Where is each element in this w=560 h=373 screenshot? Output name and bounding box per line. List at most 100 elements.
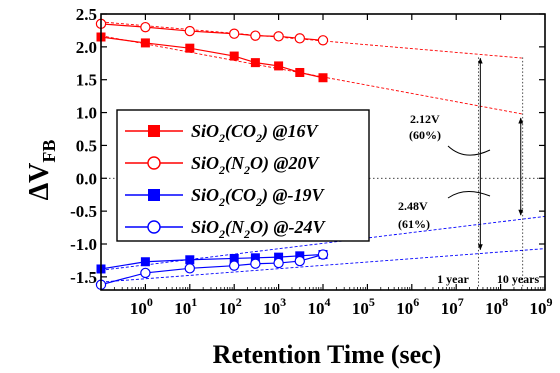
series-2-point: [250, 30, 261, 41]
y-tick-label: 1.5: [76, 71, 97, 90]
x-tick-base: 10: [352, 299, 369, 318]
y-tick-label: 2.0: [76, 38, 97, 57]
guide-lines: [101, 57, 545, 288]
ten-years-label: 10 years: [497, 272, 540, 286]
legend-label-part: SiO: [191, 185, 219, 205]
legend-label-part: O) @-24V: [250, 217, 326, 238]
series-3-point: [185, 255, 195, 265]
series-1-point: [140, 38, 150, 48]
fit-lines: [100, 21, 546, 283]
annotations: 2.12V (60%) 2.48V (61%) 1 year 10 years: [398, 112, 539, 286]
y-tick-label: -0.5: [70, 202, 97, 221]
x-tick-exp: 7: [458, 295, 464, 309]
series-2-point: [273, 31, 284, 42]
series-3-point: [274, 252, 284, 262]
x-tick-label: 108: [485, 295, 508, 318]
x-tick-label: 100: [130, 295, 153, 318]
legend-label-subscript: 2: [218, 163, 225, 177]
y-tick-label: 2.5: [76, 5, 97, 24]
legend-label-subscript: 2: [218, 227, 225, 241]
x-tick-base: 10: [130, 299, 147, 318]
series-1-point: [229, 51, 239, 61]
series-2-point: [184, 25, 195, 37]
y-tick-label: 0.0: [76, 169, 97, 188]
y-axis-title-text: ΔVFB: [24, 140, 59, 201]
series-2-point: [140, 21, 151, 33]
red-window-pointer: [447, 145, 491, 156]
x-axis-title: Retention Time (sec): [213, 340, 442, 369]
x-tick-label: 105: [352, 295, 375, 318]
one-year-label: 1 year: [437, 272, 469, 286]
x-tick-exp: 8: [502, 295, 508, 309]
legend-label-subscript: 2: [218, 131, 225, 145]
y-tick-label: -1.5: [70, 268, 97, 287]
x-tick-base: 10: [219, 299, 236, 318]
legend-label-subscript: 2: [243, 163, 250, 177]
legend-marker: [147, 220, 161, 234]
x-tick-base: 10: [441, 299, 458, 318]
x-tick-exp: 0: [147, 295, 153, 309]
x-tick-base: 10: [396, 299, 413, 318]
x-tick-label: 104: [308, 295, 331, 318]
fit-line-1: [100, 35, 522, 115]
legend-label-subscript: 2: [255, 195, 262, 209]
legend-entry-3: SiO2(CO2) @-19V: [125, 185, 325, 209]
series-1-point: [295, 67, 305, 77]
series-1: [96, 32, 328, 83]
legend-label-part: (N: [225, 217, 245, 238]
blue-window-pointer: [447, 191, 491, 199]
legend-label-subscript: 2: [243, 227, 250, 241]
series-3-point: [140, 257, 150, 267]
legend-label-part: O) @20V: [250, 153, 320, 174]
legend-label-part: (CO: [225, 185, 256, 206]
series-4: [95, 249, 329, 290]
legend-label-part: SiO: [191, 153, 219, 173]
red-window-percent: (60%): [409, 128, 441, 142]
series-1-point: [185, 43, 195, 53]
legend-label: SiO2(N2O) @-24V: [191, 217, 326, 241]
series-3-point: [295, 251, 305, 261]
legend-marker: [148, 189, 160, 201]
legend-label-part: ) @16V: [260, 121, 319, 142]
series-4-point: [140, 267, 151, 279]
data-series: [95, 18, 329, 290]
series-4-point: [228, 260, 240, 271]
series-2-point: [228, 28, 240, 39]
x-tick-exp: 4: [325, 295, 331, 309]
series-2-point: [317, 35, 329, 46]
legend-entry-1: SiO2(CO2) @16V: [125, 121, 319, 145]
x-tick-label: 107: [441, 295, 464, 318]
series-1-line: [100, 36, 324, 79]
legend-label-part: ) @-19V: [260, 185, 325, 206]
y-axis-title-main: ΔV: [24, 163, 55, 201]
x-tick-exp: 1: [191, 295, 197, 309]
x-tick-base: 10: [308, 299, 325, 318]
fit-line-3: [100, 215, 546, 271]
series-2-point: [294, 33, 305, 44]
series-1-point: [250, 58, 260, 68]
series-4-point: [250, 258, 261, 269]
blue-window-value: 2.48V: [398, 199, 428, 213]
y-tick-label: 1.0: [76, 104, 97, 123]
fit-line-2: [100, 21, 522, 59]
red-window-value: 2.12V: [410, 112, 440, 126]
y-tick-label: -1.0: [70, 235, 97, 254]
x-tick-label: 106: [396, 295, 419, 318]
y-axis-title-sub: FB: [39, 140, 59, 163]
legend-marker: [148, 125, 160, 137]
legend-entry-4: SiO2(N2O) @-24V: [125, 217, 326, 241]
x-tick-base: 10: [174, 299, 191, 318]
series-4-point: [273, 257, 284, 269]
legend-label: SiO2(CO2) @-19V: [191, 185, 325, 209]
x-tick-base: 10: [530, 299, 547, 318]
axis-ticks: 100 101 102 103 104 105 106 107 108 1092.52.01.51…: [70, 5, 552, 318]
x-tick-label: 109: [530, 295, 553, 318]
series-3-point: [229, 253, 239, 263]
x-tick-label: 103: [263, 295, 286, 318]
series-2-line: [100, 23, 324, 41]
legend-label: SiO2(CO2) @16V: [191, 121, 319, 145]
x-tick-label: 102: [219, 295, 242, 318]
x-tick-exp: 3: [280, 295, 286, 309]
